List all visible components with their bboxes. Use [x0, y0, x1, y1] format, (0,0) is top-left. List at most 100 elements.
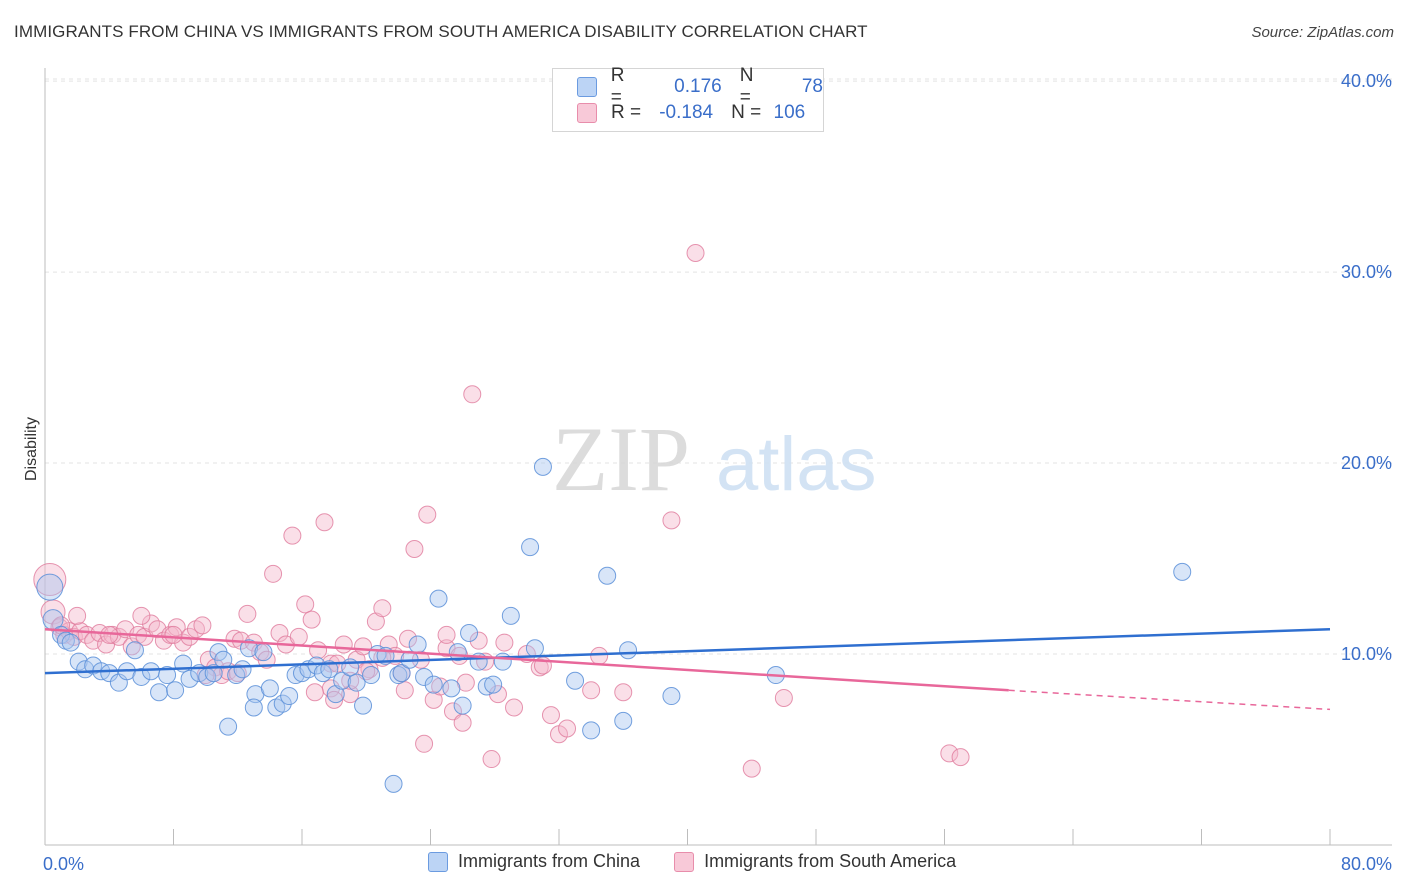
china-point: [100, 664, 119, 683]
legend-row-china: R = 0.176 N = 78: [577, 65, 823, 108]
sa-r-label: R =: [611, 102, 642, 123]
south-america-point: [614, 683, 633, 702]
south-america-point: [132, 606, 151, 625]
y-tick-label: 10.0%: [1341, 644, 1392, 664]
china-point: [408, 635, 427, 654]
china-point: [280, 687, 299, 706]
china-point: [1173, 562, 1192, 581]
south-america-point: [505, 698, 524, 717]
south-america-point: [940, 744, 959, 763]
china-r-label: R =: [610, 65, 625, 108]
south-america-point: [418, 505, 437, 524]
south-america-point: [238, 604, 257, 623]
south-america-point: [742, 759, 761, 778]
south-america-point: [662, 511, 681, 530]
south-america-point: [530, 658, 549, 677]
correlation-legend: R = 0.176 N = 78 R = -0.184 N = 106: [552, 65, 824, 132]
china-point: [389, 666, 408, 685]
china-point: [501, 606, 520, 625]
south-america-swatch: [577, 103, 597, 123]
legend-item-china: Immigrants from China: [428, 851, 640, 872]
china-point: [320, 660, 339, 679]
tick-labels: 10.0% 20.0% 30.0% 40.0% 0.0% 80.0%: [43, 71, 1392, 874]
china-point: [598, 566, 617, 585]
y-tick-label: 20.0%: [1341, 453, 1392, 473]
south-america-point: [283, 526, 302, 545]
south-america-point: [453, 713, 472, 732]
south-america-point: [334, 635, 353, 654]
south-america-points: [33, 243, 970, 778]
china-point: [150, 683, 169, 702]
china-point: [415, 667, 434, 686]
south-america-point: [558, 719, 577, 738]
china-point: [354, 696, 373, 715]
sa-n-value: 106: [773, 102, 806, 123]
south-america-point: [395, 681, 414, 700]
legend-label-china: Immigrants from China: [458, 851, 641, 871]
china-points: [36, 457, 1192, 793]
chart-title: IMMIGRANTS FROM CHINA VS IMMIGRANTS FROM…: [14, 22, 868, 41]
y-tick-label: 40.0%: [1341, 71, 1392, 91]
south-america-point: [415, 734, 434, 753]
south-america-point: [541, 706, 560, 725]
china-point: [142, 662, 161, 681]
legend-item-south-america: Immigrants from South America: [674, 851, 956, 872]
x-tick-label: 80.0%: [1341, 854, 1392, 874]
series-legend: Immigrants from China Immigrants from So…: [428, 851, 990, 872]
south-america-point: [296, 595, 315, 614]
china-point: [219, 717, 238, 736]
china-n-label: N =: [739, 65, 754, 108]
south-america-point: [469, 631, 488, 650]
china-r-value: 0.176: [674, 76, 722, 97]
south-america-point: [100, 625, 119, 644]
south-america-point: [495, 633, 514, 652]
legend-row-south-america: R = -0.184 N = 106: [577, 101, 805, 125]
south-america-trendline-extension: [1008, 689, 1331, 711]
south-america-point: [774, 688, 793, 707]
south-america-point: [399, 629, 418, 648]
south-america-point: [590, 646, 609, 665]
china-point: [533, 457, 552, 476]
south-america-point: [686, 243, 705, 262]
china-point: [158, 666, 177, 685]
china-point: [662, 687, 681, 706]
china-point: [493, 652, 512, 671]
china-point: [180, 669, 199, 688]
china-point: [347, 673, 366, 692]
china-point: [614, 711, 633, 730]
south-america-point: [270, 624, 289, 643]
y-tick-label: 30.0%: [1341, 262, 1392, 282]
sa-r-value: -0.184: [659, 102, 714, 123]
south-america-point: [289, 627, 308, 646]
china-point: [477, 677, 496, 696]
south-america-point: [193, 616, 212, 635]
china-point: [61, 633, 80, 652]
x-tick-label: 0.0%: [43, 854, 84, 874]
sa-n-label: N =: [731, 102, 762, 123]
china-point: [384, 774, 403, 793]
legend-label-south-america: Immigrants from South America: [704, 851, 957, 871]
south-america-point: [431, 677, 450, 696]
china-point: [244, 698, 263, 717]
south-america-point: [437, 625, 456, 644]
china-point: [273, 694, 292, 713]
china-point: [362, 666, 381, 685]
china-point: [125, 641, 144, 660]
legend-swatch-china: [428, 851, 448, 872]
chart-source: Source: ZipAtlas.com: [1251, 24, 1394, 41]
china-point: [132, 667, 151, 686]
china-point: [424, 675, 443, 694]
south-america-point: [264, 564, 283, 583]
china-swatch: [577, 77, 597, 97]
china-point: [260, 679, 279, 698]
china-point: [392, 664, 411, 683]
south-america-point: [482, 750, 501, 769]
china-point: [333, 671, 352, 690]
south-america-point: [225, 629, 244, 648]
china-point: [453, 696, 472, 715]
china-point: [233, 660, 252, 679]
south-america-point: [309, 641, 328, 660]
china-point: [429, 589, 448, 608]
south-america-point: [305, 683, 324, 702]
